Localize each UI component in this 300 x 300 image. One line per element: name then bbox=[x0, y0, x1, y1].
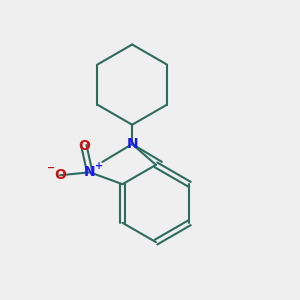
Text: N: N bbox=[84, 165, 96, 179]
Text: O: O bbox=[78, 139, 90, 152]
Text: O: O bbox=[54, 168, 66, 182]
Text: +: + bbox=[94, 161, 103, 171]
Text: −: − bbox=[47, 163, 55, 173]
Text: N: N bbox=[126, 137, 138, 151]
